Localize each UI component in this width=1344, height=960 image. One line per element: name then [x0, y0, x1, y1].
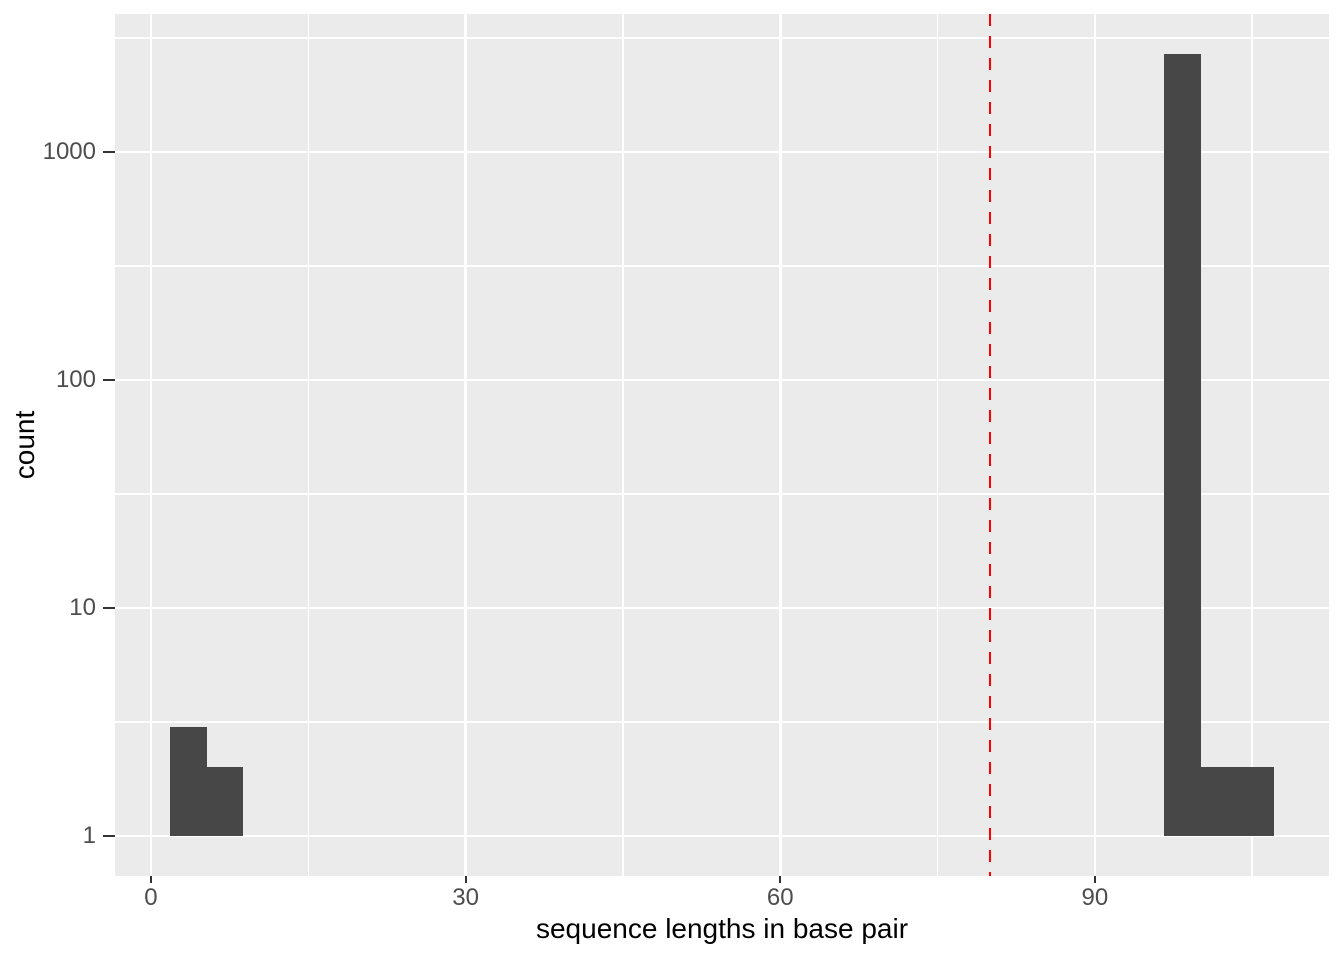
y-tick-mark	[103, 834, 115, 837]
x-tick-label: 0	[144, 884, 158, 911]
threshold-vline	[988, 14, 992, 876]
gridline-x-minor	[936, 14, 939, 876]
gridline-y-major	[115, 834, 1329, 838]
plot-panel	[115, 14, 1329, 876]
gridline-x-minor	[1251, 14, 1253, 876]
gridline-y-major	[115, 606, 1329, 610]
gridline-y-minor	[115, 37, 1329, 39]
gridline-x-major	[779, 14, 782, 876]
x-tick-mark	[149, 876, 152, 883]
gridline-x-major	[464, 14, 467, 876]
x-axis-title: sequence lengths in base pair	[535, 913, 909, 944]
gridline-x-minor	[622, 14, 624, 876]
gridline-y-major	[115, 150, 1329, 154]
y-tick-mark	[103, 606, 115, 609]
y-axis-title: count	[9, 410, 40, 480]
y-tick-label: 1000	[42, 138, 96, 165]
gridline-y-minor	[115, 265, 1329, 267]
x-tick-mark	[1093, 876, 1096, 883]
y-tick-label: 10	[69, 593, 96, 621]
x-tick-label: 60	[766, 884, 794, 911]
histogram-bar	[1200, 767, 1238, 836]
x-tick-label: 90	[1081, 884, 1109, 911]
histogram-bar	[169, 727, 207, 836]
y-tick-label: 1	[82, 821, 96, 849]
histogram-bar	[1237, 767, 1275, 836]
gridline-x-major	[1093, 14, 1097, 876]
y-tick-mark	[103, 151, 115, 153]
histogram-bar	[1164, 53, 1201, 836]
x-tick-mark	[464, 876, 467, 883]
x-tick-label: 30	[452, 884, 479, 911]
x-tick-mark	[779, 876, 782, 883]
gridline-y-minor	[115, 721, 1329, 723]
y-tick-mark	[103, 378, 115, 381]
gridline-y-minor	[115, 493, 1329, 495]
gridline-x-minor	[307, 14, 310, 876]
histogram-bar	[206, 767, 244, 836]
gridline-x-major	[149, 14, 153, 876]
y-tick-label: 100	[55, 365, 96, 393]
gridline-y-major	[115, 378, 1329, 382]
